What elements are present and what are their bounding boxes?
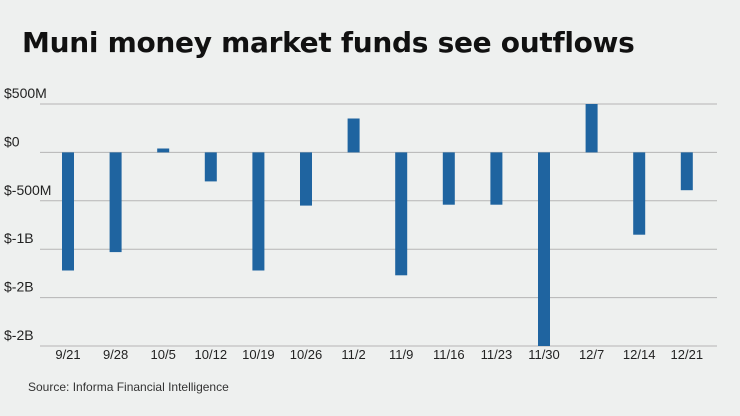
- bar-11-16: [442, 152, 455, 205]
- x-tick-label: 10/26: [290, 347, 323, 362]
- bar-12-14: [633, 152, 646, 235]
- y-tick-label: $-1B: [4, 230, 34, 246]
- bar-10-26: [300, 152, 312, 206]
- x-tick-label: 12/7: [579, 347, 604, 362]
- x-tick-label: 10/5: [151, 347, 176, 362]
- bar-11-23: [490, 152, 503, 205]
- x-tick-label: 10/19: [242, 347, 275, 362]
- bar-9-21: [62, 152, 74, 271]
- bar-12-7: [585, 104, 598, 153]
- y-tick-label: $0: [4, 133, 20, 149]
- bar-10-5: [157, 148, 170, 153]
- x-tick-label: 11/2: [341, 347, 365, 362]
- source-note: Source: Informa Financial Intelligence: [28, 380, 229, 394]
- y-axis-labels: $500M $0 $-500M $-1B $-2B $-2B: [4, 85, 51, 343]
- x-tick-label: 9/21: [55, 347, 80, 362]
- x-axis-labels: 9/21 9/28 10/5 10/12 10/19 10/26 11/2 11/9 11/16…: [55, 347, 703, 362]
- bar-12-21: [680, 152, 693, 191]
- x-tick-label: 12/14: [623, 347, 656, 362]
- x-tick-label: 9/28: [103, 347, 128, 362]
- y-tick-label: $-500M: [4, 182, 51, 198]
- gridlines: [40, 103, 717, 347]
- x-tick-label: 12/21: [671, 347, 704, 362]
- x-tick-label: 11/16: [433, 347, 465, 362]
- x-tick-label: 11/30: [528, 347, 560, 362]
- y-tick-label: $500M: [4, 85, 47, 101]
- bar-11-2: [347, 118, 360, 153]
- bar-9-28: [109, 152, 122, 253]
- bar-10-12: [204, 152, 217, 182]
- chart-title: Muni money market funds see outflows: [22, 26, 635, 59]
- bar-11-30: [538, 152, 550, 346]
- x-tick-label: 10/12: [195, 347, 228, 362]
- y-tick-label: $-2B: [4, 279, 34, 295]
- x-tick-label: 11/23: [481, 347, 513, 362]
- bars: [62, 104, 693, 346]
- x-tick-label: 11/9: [389, 347, 413, 362]
- bar-11-9: [395, 152, 408, 276]
- bar-10-19: [252, 152, 265, 271]
- y-tick-label: $-2B: [4, 327, 34, 343]
